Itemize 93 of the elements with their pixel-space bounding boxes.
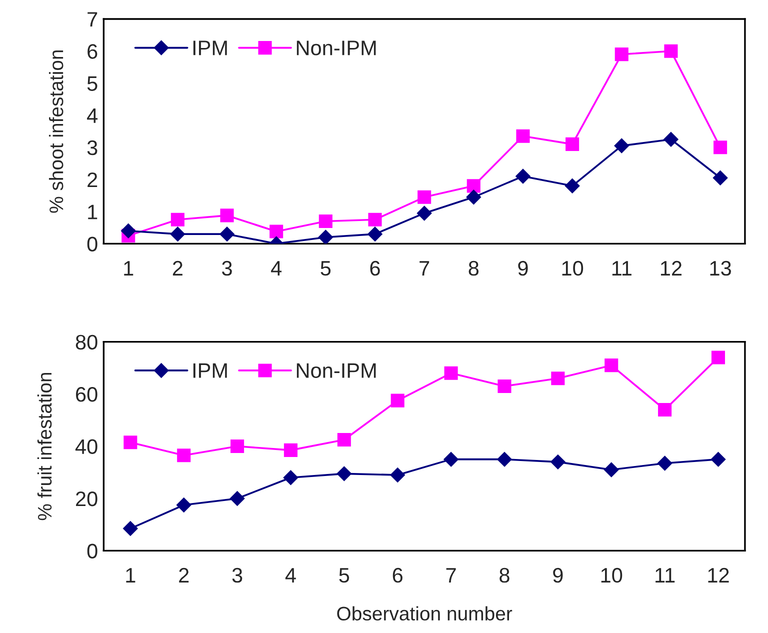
y-axis-title: % shoot infestation bbox=[48, 50, 64, 213]
point bbox=[318, 214, 332, 228]
point bbox=[604, 358, 618, 372]
legend-label: IPM bbox=[193, 363, 227, 378]
point bbox=[416, 206, 432, 221]
point bbox=[230, 439, 244, 454]
x-tick-label: 1 bbox=[124, 261, 134, 276]
x-tick-label: 4 bbox=[271, 261, 282, 276]
y-tick-label: 7 bbox=[88, 12, 98, 27]
point bbox=[604, 462, 619, 478]
point bbox=[390, 468, 405, 482]
point bbox=[170, 226, 186, 242]
x-axis-title: Observation number bbox=[337, 606, 512, 621]
legend-label: IPM bbox=[193, 40, 227, 56]
point bbox=[658, 402, 672, 416]
x-tick-label: 3 bbox=[222, 260, 232, 276]
x-tick-label: 7 bbox=[420, 261, 430, 276]
point bbox=[516, 168, 530, 184]
point bbox=[318, 230, 334, 244]
point bbox=[497, 452, 512, 467]
point bbox=[550, 454, 566, 470]
point bbox=[714, 140, 728, 154]
point bbox=[283, 470, 298, 485]
point bbox=[466, 179, 480, 193]
point bbox=[614, 138, 630, 154]
y-tick-label: 20 bbox=[76, 491, 98, 506]
y-tick-label: 2 bbox=[88, 172, 98, 188]
x-tick-label: 6 bbox=[370, 260, 380, 276]
point bbox=[120, 223, 136, 238]
point bbox=[390, 394, 404, 408]
point bbox=[176, 498, 192, 512]
y-tick-label: 5 bbox=[87, 76, 98, 91]
point bbox=[220, 208, 234, 222]
x-tick-label: 2 bbox=[179, 568, 189, 582]
x-tick-label: 1 bbox=[126, 568, 136, 582]
point bbox=[368, 226, 382, 242]
point bbox=[170, 212, 184, 226]
x-tick-label: 3 bbox=[232, 568, 242, 583]
point bbox=[664, 44, 678, 58]
x-tick-label: 9 bbox=[518, 260, 528, 276]
point bbox=[516, 129, 530, 143]
legend-label: Non-IPM bbox=[296, 363, 376, 378]
y-tick-label: 60 bbox=[76, 387, 98, 402]
point bbox=[123, 521, 138, 536]
x-tick-label: 8 bbox=[500, 568, 510, 583]
point bbox=[444, 452, 458, 467]
point bbox=[466, 190, 482, 205]
x-tick-label: 13 bbox=[710, 260, 731, 276]
x-tick-label: 10 bbox=[601, 568, 622, 583]
y-tick-label: 3 bbox=[87, 140, 98, 156]
x-tick-label: 12 bbox=[708, 568, 729, 582]
point bbox=[657, 456, 672, 471]
y-tick-label: 1 bbox=[88, 204, 98, 220]
point bbox=[418, 190, 432, 204]
point bbox=[284, 443, 298, 457]
y-tick-label: 0 bbox=[87, 544, 98, 558]
point bbox=[566, 137, 580, 151]
point bbox=[664, 132, 678, 147]
point bbox=[498, 379, 512, 393]
point bbox=[444, 366, 458, 380]
y-tick-label: 80 bbox=[76, 334, 98, 350]
x-tick-label: 4 bbox=[285, 568, 296, 582]
y-tick-label: 4 bbox=[87, 108, 98, 123]
point bbox=[336, 466, 352, 482]
point bbox=[230, 491, 245, 506]
point bbox=[270, 224, 284, 238]
point bbox=[564, 178, 580, 194]
y-tick-label: 40 bbox=[75, 439, 98, 454]
point bbox=[710, 452, 726, 467]
point bbox=[337, 432, 351, 447]
point bbox=[711, 350, 726, 364]
point bbox=[368, 212, 382, 226]
point bbox=[551, 372, 565, 386]
y-axis-title: % fruit infestation bbox=[37, 372, 52, 520]
x-tick-label: 8 bbox=[468, 260, 479, 276]
point bbox=[220, 226, 234, 242]
x-tick-label: 12 bbox=[660, 260, 682, 276]
y-tick-label: 6 bbox=[88, 44, 98, 59]
point bbox=[124, 436, 138, 450]
x-tick-label: 5 bbox=[339, 568, 350, 583]
point bbox=[712, 170, 728, 186]
x-tick-label: 11 bbox=[656, 568, 675, 582]
x-tick-label: 5 bbox=[320, 261, 331, 276]
x-tick-label: 11 bbox=[612, 261, 632, 276]
y-tick-label: 0 bbox=[87, 236, 98, 252]
point bbox=[614, 48, 628, 62]
legend-label: Non-IPM bbox=[296, 40, 376, 56]
point bbox=[177, 448, 191, 462]
x-tick-label: 10 bbox=[562, 260, 584, 276]
x-tick-label: 6 bbox=[392, 568, 402, 583]
x-tick-label: 2 bbox=[172, 260, 182, 276]
x-tick-label: 7 bbox=[446, 568, 456, 582]
x-tick-label: 9 bbox=[553, 568, 563, 583]
